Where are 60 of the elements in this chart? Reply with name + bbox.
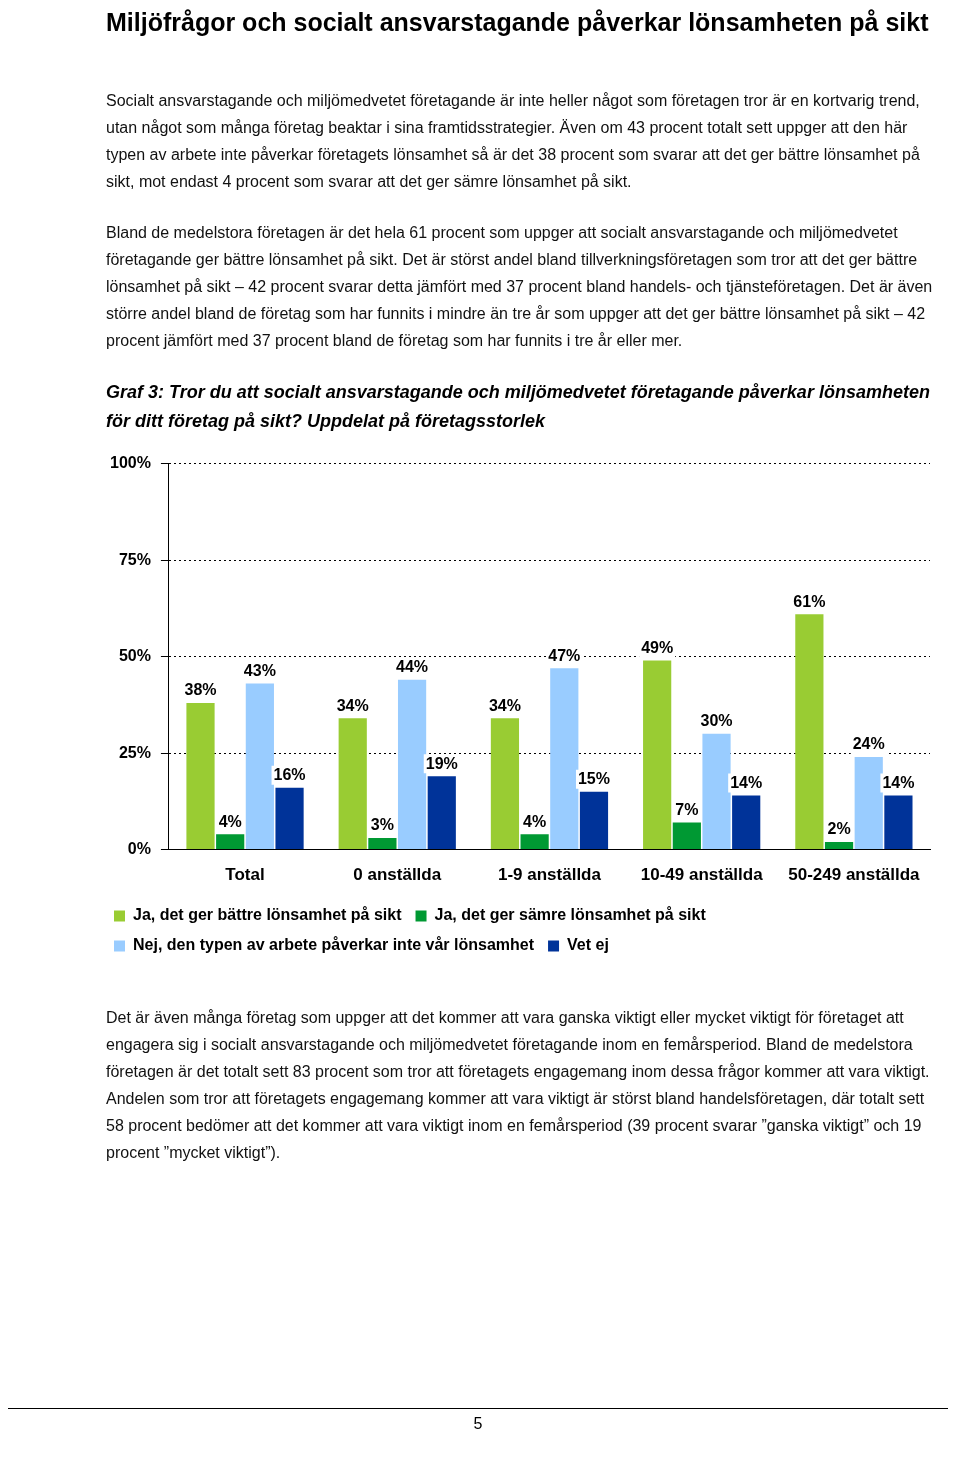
y-tick-label: 75%	[118, 550, 151, 568]
y-tick-label: 25%	[118, 743, 151, 761]
text: Socialt ansvarstagande och miljömedvetet företagande är inte heller något som företagen tror är en kortvarig trend, utan något som många företag beaktar i sina framtidsstrategier. Även om 43 procent totalt sett uppger att den här typen av arbete inte påverkar företagets lönsamhet så är det 38 procent som svarar att det ger bättre lönsamhet på sikt, mot endast 4 procent som svarar att det ger sämre lönsamhet på sikt.	[106, 91, 921, 192]
data-label: 3%	[370, 816, 394, 834]
bar	[732, 795, 761, 850]
data-label: 34%	[336, 696, 369, 714]
y-tick-label: 100%	[110, 454, 151, 472]
x-tick-label: 50-249 anställda	[788, 865, 921, 885]
legend-label: Nej, den typen av arbete påverkar inte vår lönsamhet	[133, 936, 535, 954]
data-label: 14%	[882, 773, 915, 791]
data-label: 43%	[243, 662, 276, 680]
data-label: 4%	[218, 812, 242, 830]
bar	[854, 756, 883, 850]
bar	[427, 776, 456, 850]
bar	[186, 702, 215, 850]
bar	[397, 679, 427, 850]
legend-label: Vet ej	[567, 936, 609, 954]
bar	[824, 841, 854, 850]
legend-label: Ja, det ger bättre lönsamhet på sikt	[133, 906, 403, 924]
data-label: 4%	[523, 812, 547, 830]
data-label: 49%	[641, 638, 674, 656]
bar	[520, 834, 549, 850]
bar	[245, 683, 274, 850]
text: Miljöfrågor och socialt ansvarstagande påverkar lönsamheten på sikt	[106, 8, 930, 37]
data-label: 16%	[273, 766, 306, 784]
data-label: 30%	[700, 712, 733, 730]
data-label: 38%	[184, 681, 217, 699]
text: 5	[8, 1408, 948, 1433]
data-label: 7%	[675, 800, 699, 818]
data-label: 2%	[827, 820, 851, 838]
bar	[672, 822, 701, 850]
data-label: 61%	[793, 592, 826, 610]
bar	[490, 718, 520, 850]
y-tick-label: 0%	[127, 840, 151, 858]
data-label: 19%	[425, 754, 458, 772]
x-tick-label: 0 anställda	[353, 865, 442, 885]
chart-title: Graf 3: Tror du att socialt ansvarstagande och miljömedvetet företagande påverkar lönsamheten för ditt företag på sikt? Uppdelat på företagsstorlek	[106, 381, 931, 433]
bar	[216, 834, 245, 850]
bar	[579, 791, 609, 850]
data-label: 34%	[488, 696, 521, 714]
legend-label: Ja, det ger sämre lönsamhet på sikt	[434, 906, 707, 924]
data-label: 14%	[730, 773, 763, 791]
bar	[275, 787, 304, 850]
bar	[795, 614, 824, 850]
data-label: 15%	[577, 770, 610, 788]
bar	[643, 660, 672, 850]
y-tick-label: 50%	[118, 647, 151, 665]
x-tick-label: 1-9 anställda	[497, 865, 602, 885]
data-label: 24%	[852, 735, 885, 753]
bar	[884, 795, 913, 850]
bar	[368, 838, 397, 850]
bar	[338, 718, 367, 850]
x-tick-label: 10-49 anställda	[640, 865, 764, 885]
text: Det är även många företag som uppger att det kommer att vara ganska viktigt eller mycket viktigt för företaget att engagera sig i socialt ansvarstagande och miljömedvetet företagande inom en femårsperiod. Bland de medelstora företagen är det totalt sett 83 procent som tror att företagets engagemang inom dessa frågor kommer att vara viktigt. Andelen som tror att företagets engagemang kommer att vara viktigt är störst bland handelsföretagen, där totalt sett 58 procent bedömer att det kommer att vara viktigt inom en femårsperiod (39 procent svarar ”ganska viktigt” och 19 procent ”mycket viktigt”).	[106, 1008, 931, 1163]
bar	[550, 668, 579, 850]
x-tick-label: Total	[225, 865, 265, 885]
text: Bland de medelstora företagen är det hela 61 procent som uppger att socialt ansvarstagande och miljömedvetet företagande ger bättre lönsamhet på sikt. Det är störst andel bland tillverkningsföretagen som tror att det ger bättre lönsamhet på sikt – 42 procent svarar detta jämfört med 37 procent bland handels- och tjänsteföretagen. Det är även större andel bland de företag som har funnits i mindre än tre år som uppger att det ger bättre lönsamhet på sikt – 42 procent jämfört med 37 procent bland de företag som har funnits i tre år eller mer.	[106, 223, 934, 351]
data-label: 47%	[548, 646, 581, 664]
bar	[702, 733, 731, 850]
data-label: 44%	[396, 658, 429, 676]
